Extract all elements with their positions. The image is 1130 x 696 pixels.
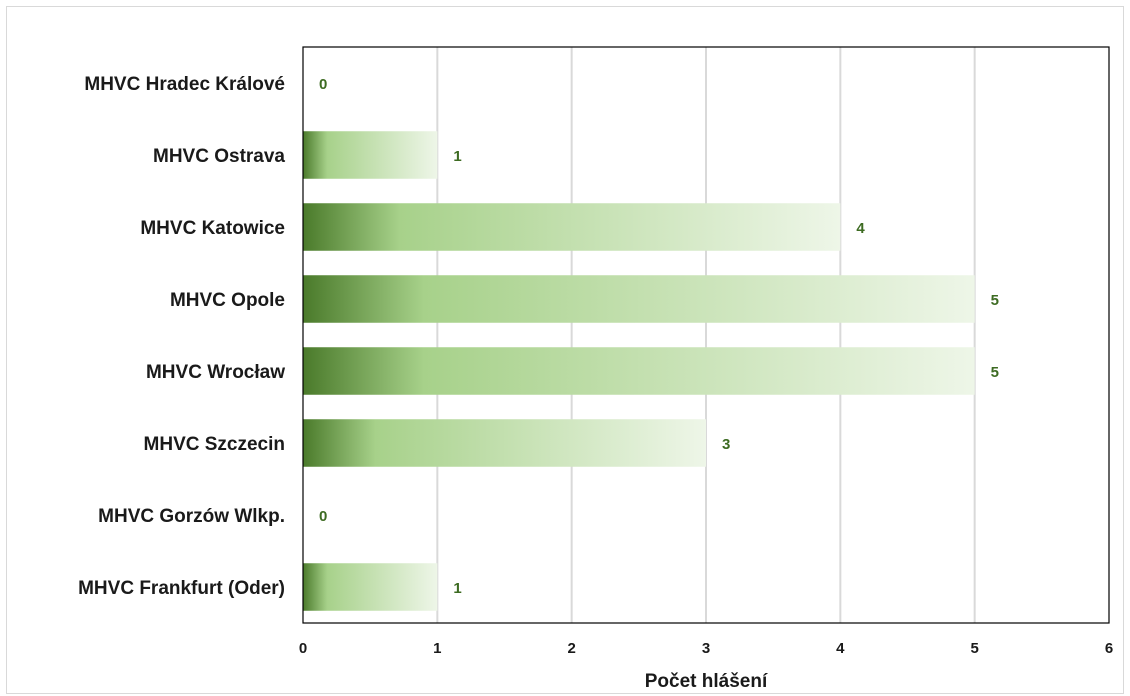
data-label: 1 — [453, 580, 461, 597]
category-labels: MHVC Hradec Králové MHVC Ostrava MHVC Kato… — [78, 74, 285, 599]
x-tick-label: 4 — [836, 640, 845, 657]
bar — [303, 131, 438, 179]
data-labels: 0 1 4 5 5 3 0 1 — [319, 76, 999, 597]
bar — [303, 419, 706, 467]
x-tick-label: 5 — [970, 640, 978, 657]
category-label: MHVC Hradec Králové — [84, 74, 285, 95]
category-label: MHVC Katowice — [140, 218, 285, 239]
data-label: 5 — [991, 292, 999, 309]
x-axis-title: Počet hlášení — [645, 671, 768, 692]
data-label: 1 — [453, 148, 461, 165]
x-tick-label: 3 — [702, 640, 710, 657]
category-label: MHVC Wrocław — [146, 362, 285, 383]
data-label: 3 — [722, 436, 730, 453]
chart-frame: MHVC Hradec Králové MHVC Ostrava MHVC Kato… — [6, 6, 1124, 694]
bar — [303, 347, 975, 395]
x-tick-label: 2 — [567, 640, 575, 657]
plot-area-border — [302, 46, 1110, 624]
bars — [303, 131, 975, 611]
data-label: 5 — [991, 364, 999, 381]
x-tick-label: 6 — [1105, 640, 1113, 657]
x-tick-labels: 0 1 2 3 4 5 6 — [299, 640, 1113, 657]
bar-chart: MHVC Hradec Králové MHVC Ostrava MHVC Kato… — [78, 46, 1113, 692]
category-label: MHVC Gorzów Wlkp. — [98, 506, 285, 527]
category-label: MHVC Frankfurt (Oder) — [78, 578, 285, 599]
category-label: MHVC Ostrava — [153, 146, 285, 167]
x-tick-label: 0 — [299, 640, 307, 657]
data-label: 4 — [856, 220, 865, 237]
category-label: MHVC Szczecin — [144, 434, 285, 455]
data-label: 0 — [319, 508, 327, 525]
category-label: MHVC Opole — [170, 290, 285, 311]
bar — [303, 203, 841, 251]
bar — [303, 563, 438, 611]
grid-lines — [436, 47, 976, 623]
data-label: 0 — [319, 76, 327, 93]
bar — [303, 275, 975, 323]
x-tick-label: 1 — [433, 640, 441, 657]
